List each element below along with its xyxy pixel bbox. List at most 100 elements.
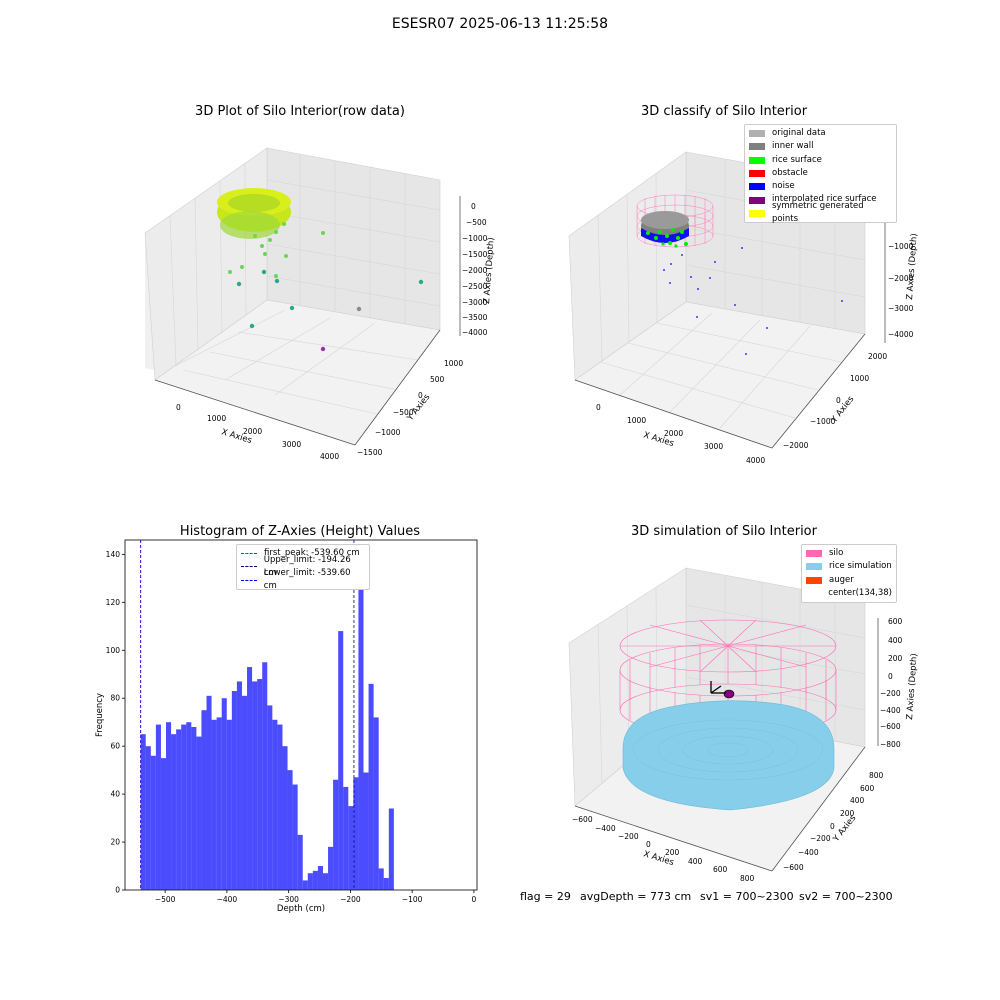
- legend-item: obstacle: [749, 167, 892, 180]
- histogram-y-tick-label: 60: [110, 742, 120, 751]
- legend-label: Upper_limit: -194.26 cm: [263, 554, 351, 578]
- legend-swatch: [806, 563, 822, 571]
- histogram-bar: [176, 729, 182, 890]
- legend-label: center(134,38): [828, 587, 892, 598]
- histogram-bar: [302, 880, 308, 890]
- simulation-y-tick: 600: [860, 784, 875, 793]
- simulation-z-tick: −400: [880, 706, 901, 715]
- simulation-z-label: Z Axies (Depth): [905, 653, 920, 720]
- raw-y-tick: −1000: [375, 428, 401, 437]
- histogram-bar: [211, 719, 217, 890]
- simulation-x-tick: 0: [646, 840, 651, 849]
- histogram-y-tick-label: 120: [106, 598, 121, 607]
- simulation-z-tick: 0: [888, 672, 893, 681]
- simulation-y-tick: −600: [783, 863, 804, 872]
- simulation-x-tick: −200: [618, 832, 639, 841]
- simulation-z-tick: 200: [888, 654, 903, 663]
- legend-dash: [241, 553, 257, 555]
- histogram-bar: [166, 722, 172, 890]
- legend-label: rice simulation: [829, 561, 892, 572]
- histogram-x-label: Depth (cm): [277, 904, 325, 914]
- raw-z-tick: −500: [466, 218, 487, 227]
- histogram-bar: [272, 719, 278, 890]
- raw-x-tick: 1000: [207, 414, 226, 423]
- legend-item: interpolated rice surface: [749, 193, 892, 206]
- legend-swatch: [806, 550, 822, 558]
- legend-label: inner wall: [772, 141, 814, 152]
- simulation-y-tick: −200: [810, 834, 831, 843]
- classify-y-tick: −1000: [810, 417, 836, 426]
- classify-x-tick: 3000: [704, 442, 723, 451]
- simulation-x-tick: −600: [572, 815, 593, 824]
- legend-item: symmetric generated points: [749, 201, 892, 224]
- histogram-bar: [333, 779, 339, 890]
- legend-swatch: [749, 156, 765, 164]
- legend-item: auger: [806, 574, 892, 587]
- histogram-y-tick-label: 80: [110, 694, 120, 703]
- raw-y-tick: 0: [418, 391, 423, 400]
- legend-swatch: [749, 196, 765, 204]
- histogram-bar: [257, 679, 263, 890]
- simulation-z-tick: 600: [888, 617, 903, 626]
- classify-y-tick: 2000: [868, 352, 887, 361]
- histogram-bar: [353, 777, 359, 890]
- classify-legend: original data inner wall rice surface ob…: [744, 124, 897, 224]
- simulation-x-tick: 200: [665, 848, 680, 857]
- simulation-y-tick: −400: [798, 848, 819, 857]
- classify-x-tick: 1000: [627, 416, 646, 425]
- legend-item: center(134,38): [806, 587, 892, 600]
- histogram-bar: [155, 724, 161, 890]
- histogram-bar: [277, 724, 283, 890]
- classify-x-tick: 0: [596, 403, 601, 412]
- histogram-bar: [241, 695, 248, 890]
- histogram-legend: first_peak: -539.60 cm Upper_limit: -194…: [236, 544, 370, 591]
- histogram-bar: [226, 719, 232, 890]
- histogram-y-tick-label: 20: [110, 838, 120, 847]
- legend-swatch: [749, 170, 765, 178]
- simulation-z-tick: −800: [880, 740, 901, 749]
- histogram-x-tick-label: −400: [217, 895, 238, 904]
- legend-swatch: [806, 576, 822, 584]
- histogram-x-tick-label: −100: [402, 895, 423, 904]
- raw-y-tick: −500: [393, 408, 414, 417]
- histogram-bar: [181, 724, 187, 890]
- classify-z-tick: −2000: [888, 274, 914, 283]
- simulation-x-tick: −400: [595, 824, 616, 833]
- simulation-3d-plot: 600 400 200 0 −200 −400 −600 −800 Z Axie…: [568, 567, 920, 883]
- histogram-bar: [191, 726, 197, 890]
- histogram-y-tick-label: 140: [106, 550, 121, 559]
- raw-3d-plot: 0 −500 −1000 −1500 −2000 −2500 −3000 −35…: [144, 147, 497, 461]
- histogram-bar: [236, 681, 242, 890]
- histogram-x-tick-label: −500: [155, 895, 176, 904]
- classify-y-label: Y Axies: [829, 394, 857, 426]
- status-avg-depth: avgDepth = 773 cm: [580, 890, 692, 903]
- raw-z-tick: −1500: [462, 250, 488, 259]
- legend-swatch: [749, 130, 765, 138]
- histogram-bar: [312, 870, 318, 890]
- histogram-bar: [287, 770, 293, 890]
- histogram-bar: [231, 691, 237, 890]
- raw-x-tick: 3000: [282, 440, 301, 449]
- raw-y-tick: 500: [430, 375, 445, 384]
- classify-z-label: Z Axies (Depth): [905, 233, 920, 300]
- legend-item: original data: [749, 127, 892, 140]
- histogram-bar: [363, 772, 369, 890]
- histogram-bar: [348, 806, 354, 890]
- histogram-bar: [221, 698, 227, 890]
- raw-plot-title: 3D Plot of Silo Interior(row data): [195, 104, 405, 119]
- classify-y-tick: 0: [836, 396, 841, 405]
- histogram-y-tick-label: 0: [115, 886, 120, 895]
- legend-label: first_peak: -539.60 cm: [264, 548, 360, 558]
- legend-swatch: [749, 209, 765, 217]
- legend-label: interpolated rice surface: [772, 194, 877, 205]
- histogram-bar: [160, 758, 167, 890]
- histogram-bar: [317, 866, 323, 890]
- legend-item: Lower_limit: -539.60 cm: [241, 568, 365, 591]
- histogram-bar: [247, 667, 253, 890]
- simulation-x-tick: 400: [688, 857, 703, 866]
- raw-z-tick: −1000: [462, 234, 488, 243]
- histogram-bar: [186, 722, 192, 890]
- classify-z-tick: −1000: [888, 242, 914, 251]
- histogram-y-tick-label: 100: [106, 646, 121, 655]
- histogram-bar: [262, 662, 268, 890]
